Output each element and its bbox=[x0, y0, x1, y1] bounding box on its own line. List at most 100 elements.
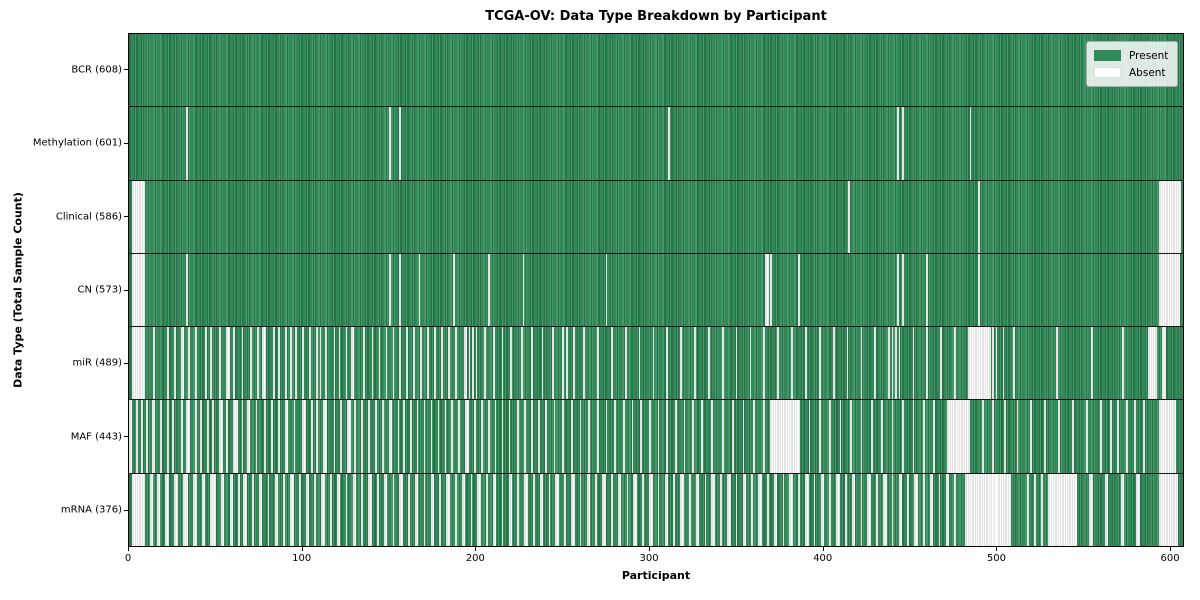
absent-cell bbox=[314, 473, 317, 546]
absent-cell bbox=[420, 327, 422, 400]
absent-cell bbox=[415, 473, 419, 546]
absent-cell bbox=[562, 327, 565, 400]
absent-cell bbox=[302, 400, 306, 473]
absent-cell bbox=[912, 400, 915, 473]
absent-cell bbox=[423, 473, 426, 546]
absent-cell bbox=[186, 253, 188, 327]
absent-cell bbox=[820, 473, 825, 546]
absent-cell bbox=[832, 327, 835, 400]
absent-cell bbox=[430, 400, 433, 473]
absent-cell bbox=[378, 327, 381, 400]
absent-cell bbox=[165, 473, 169, 546]
absent-cell bbox=[846, 327, 849, 400]
absent-cell bbox=[472, 327, 474, 400]
present-swatch-icon bbox=[1094, 50, 1121, 61]
absent-cell bbox=[548, 473, 551, 546]
absent-cell bbox=[132, 253, 145, 327]
absent-cell bbox=[186, 400, 190, 473]
absent-cell bbox=[229, 473, 233, 546]
absent-cell bbox=[324, 327, 327, 400]
absent-cell bbox=[246, 400, 251, 473]
legend: Present Absent bbox=[1086, 41, 1178, 87]
absent-cell bbox=[623, 400, 625, 473]
absent-cell bbox=[798, 253, 800, 327]
absent-cell bbox=[848, 180, 851, 253]
absent-cell bbox=[666, 400, 669, 473]
absent-cell bbox=[732, 400, 734, 473]
absent-cell bbox=[413, 327, 416, 400]
absent-cell bbox=[1117, 400, 1119, 473]
absent-cell bbox=[992, 327, 995, 400]
absent-cell bbox=[860, 473, 863, 546]
legend-label-absent: Absent bbox=[1129, 66, 1166, 79]
absent-cell bbox=[844, 473, 847, 546]
x-tick-label-500: 500 bbox=[986, 553, 1006, 564]
absent-cell bbox=[765, 253, 769, 327]
absent-cell bbox=[501, 400, 504, 473]
absent-cell bbox=[626, 473, 629, 546]
absent-cell bbox=[675, 400, 677, 473]
absent-cell bbox=[1104, 473, 1109, 546]
absent-cell bbox=[711, 473, 715, 546]
absent-cell bbox=[891, 327, 894, 400]
absent-cell bbox=[354, 400, 357, 473]
absent-cell bbox=[782, 473, 785, 546]
absent-cell bbox=[1072, 400, 1074, 473]
absent-cell bbox=[954, 473, 956, 546]
absent-cell bbox=[508, 400, 511, 473]
absent-cell bbox=[891, 400, 894, 473]
absent-cell bbox=[468, 327, 471, 400]
absent-cell bbox=[1089, 473, 1093, 546]
absent-cell bbox=[1044, 400, 1047, 473]
absent-cell bbox=[278, 400, 280, 473]
absent-cell bbox=[929, 473, 934, 546]
absent-cell bbox=[631, 400, 634, 473]
absent-cell bbox=[285, 327, 287, 400]
absent-cell bbox=[382, 400, 384, 473]
absent-cell bbox=[773, 473, 778, 546]
absent-cell bbox=[572, 327, 575, 400]
absent-cell bbox=[531, 327, 533, 400]
absent-cell bbox=[453, 253, 455, 327]
x-axis-label: Participant bbox=[621, 569, 691, 582]
absent-cell bbox=[898, 327, 901, 400]
absent-cell bbox=[219, 327, 221, 400]
absent-cell bbox=[539, 473, 544, 546]
absent-cell bbox=[132, 180, 145, 253]
x-tick-mark bbox=[1170, 547, 1172, 551]
absent-cell bbox=[181, 400, 183, 473]
absent-cell bbox=[896, 253, 899, 327]
absent-cell bbox=[610, 327, 613, 400]
absent-cell bbox=[461, 473, 466, 546]
absent-cell bbox=[487, 253, 490, 327]
absent-cell bbox=[867, 473, 871, 546]
absent-cell bbox=[947, 400, 970, 473]
absent-cell bbox=[129, 400, 133, 473]
absent-cell bbox=[657, 473, 660, 546]
absent-cell bbox=[704, 473, 707, 546]
absent-cell bbox=[1158, 400, 1177, 473]
y-tick-label-BCR: BCR (608) bbox=[71, 64, 122, 76]
x-tick-label-200: 200 bbox=[465, 553, 485, 564]
absent-cell bbox=[444, 400, 447, 473]
absent-cell bbox=[532, 473, 535, 546]
x-tick-label-100: 100 bbox=[292, 553, 312, 564]
absent-cell bbox=[207, 400, 209, 473]
y-tick-label-mRNA: mRNA (376) bbox=[60, 504, 122, 516]
absent-cell bbox=[376, 473, 379, 546]
absent-cell bbox=[172, 400, 175, 473]
absent-cell bbox=[1030, 400, 1033, 473]
absent-cell bbox=[338, 327, 341, 400]
absent-cell bbox=[454, 473, 457, 546]
absent-cell bbox=[753, 400, 755, 473]
absent-cell bbox=[350, 327, 355, 400]
absent-cell bbox=[902, 253, 904, 327]
absent-cell bbox=[1002, 327, 1005, 400]
absent-cell bbox=[210, 327, 213, 400]
absent-cell bbox=[595, 473, 598, 546]
absent-cell bbox=[233, 400, 239, 473]
absent-cell bbox=[680, 327, 682, 400]
absent-cell bbox=[624, 327, 627, 400]
absent-cell bbox=[680, 473, 684, 546]
absent-cell bbox=[423, 400, 426, 473]
